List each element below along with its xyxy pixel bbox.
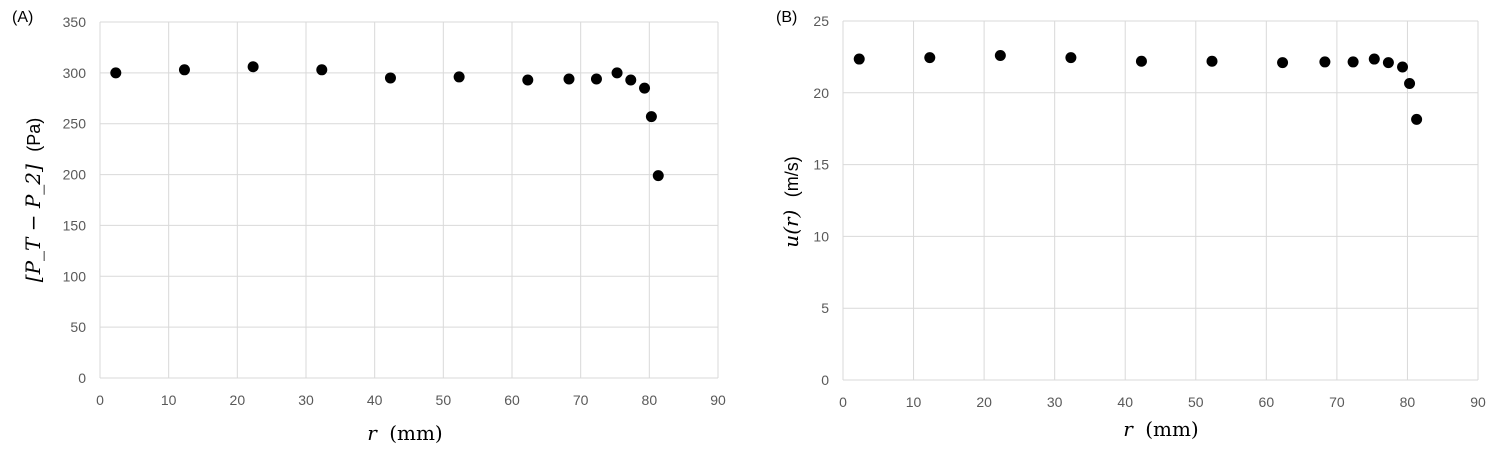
panel-b-data-point xyxy=(1347,56,1359,68)
panel-a-y-label: [P_T − P_2] xyxy=(21,164,45,282)
panel-a-x-tick-label: 60 xyxy=(504,392,520,408)
panel-b-data-point xyxy=(1404,77,1416,89)
panel-a-grid xyxy=(99,21,719,379)
panel-b-label: (B) xyxy=(776,9,797,26)
panel-a: 0 10 20 30 40 50 60 70 80 90 0 50 100 150 200 250 300 350… xyxy=(12,9,726,445)
panel-a-data-point xyxy=(522,74,534,86)
panel-a-y-tick-label: 0 xyxy=(78,370,86,386)
panel-a-data-point xyxy=(247,61,259,73)
panel-b-data-point xyxy=(924,52,936,64)
panel-b-data-point xyxy=(1135,55,1147,67)
panel-b-x-tick-label: 40 xyxy=(1117,394,1133,410)
panel-a-data-point xyxy=(110,67,122,79)
panel-b-x-tick-label: 20 xyxy=(976,394,992,410)
panel-b-x-tick-label: 50 xyxy=(1188,394,1204,410)
panel-a-label: (A) xyxy=(12,9,33,26)
panel-a-data-point xyxy=(611,67,623,79)
panel-b-data-point xyxy=(1397,61,1409,73)
panel-a-data-point xyxy=(178,64,190,76)
panel-b-y-tick-label: 10 xyxy=(813,228,829,244)
panel-b-x-tick-label: 80 xyxy=(1400,394,1416,410)
panel-b-y-tick-label: 5 xyxy=(821,300,829,316)
panel-a-x-tick-label: 90 xyxy=(710,392,726,408)
panel-a-x-tick-label: 40 xyxy=(367,392,383,408)
panel-a-data-point xyxy=(645,111,657,123)
panel-a-x-tick-label: 10 xyxy=(161,392,177,408)
panel-a-y-axis-title: [P_T − P_2] (Pa) xyxy=(21,118,45,282)
panel-a-points xyxy=(110,61,664,182)
panel-a-x-tick-label: 0 xyxy=(96,392,104,408)
panel-b: 0 10 20 30 40 50 60 70 80 90 0 5 10 15 20 25 (B) r (mm)… xyxy=(776,9,1486,441)
panel-b-y-tick-label: 15 xyxy=(813,157,829,173)
panel-a-data-point xyxy=(563,73,575,85)
panel-b-x-axis-title: r (mm) xyxy=(1123,417,1198,441)
panel-b-y-tick-label: 0 xyxy=(821,372,829,388)
panel-a-x-unit: (mm) xyxy=(389,421,443,445)
panel-a-data-point xyxy=(384,72,396,84)
panel-a-x-tick-label: 20 xyxy=(230,392,246,408)
panel-b-x-tick-label: 70 xyxy=(1329,394,1345,410)
panel-a-x-tick-label: 70 xyxy=(573,392,589,408)
panel-b-y-var: u(r) xyxy=(779,210,803,248)
panel-b-x-tick-label: 30 xyxy=(1047,394,1063,410)
panel-b-x-tick-label: 10 xyxy=(906,394,922,410)
panel-b-ticks: 0 10 20 30 40 50 60 70 80 90 0 5 10 15 20 25 xyxy=(813,13,1486,410)
panel-a-data-point xyxy=(590,73,602,85)
panel-b-data-point xyxy=(1411,113,1423,125)
panel-a-y-tick-label: 100 xyxy=(63,268,87,284)
panel-a-y-tick-label: 200 xyxy=(63,167,87,183)
panel-a-y-unit: (Pa) xyxy=(24,118,44,152)
panel-b-data-point xyxy=(1206,55,1218,67)
panel-b-points xyxy=(853,49,1423,125)
panel-b-x-tick-label: 60 xyxy=(1259,394,1275,410)
panel-a-y-tick-label: 150 xyxy=(63,217,87,233)
panel-b-data-point xyxy=(1368,53,1380,65)
panel-b-y-tick-label: 20 xyxy=(813,85,829,101)
panel-b-data-point xyxy=(1382,57,1394,69)
panel-a-data-point xyxy=(453,71,465,83)
panel-b-y-unit: (m/s) xyxy=(782,156,802,197)
panel-a-y-tick-label: 350 xyxy=(63,14,87,30)
panel-b-data-point xyxy=(853,53,865,65)
panel-b-y-axis-title: u(r) (m/s) xyxy=(779,156,803,247)
panel-b-x-tick-label: 90 xyxy=(1470,394,1486,410)
panel-b-x-unit: (mm) xyxy=(1145,417,1199,441)
panel-a-x-tick-label: 30 xyxy=(298,392,314,408)
panel-b-data-point xyxy=(1319,56,1331,68)
panel-b-x-tick-label: 0 xyxy=(839,394,847,410)
panel-b-y-tick-label: 25 xyxy=(813,13,829,29)
panel-b-data-point xyxy=(1277,57,1289,69)
panel-a-data-point xyxy=(316,64,328,76)
panel-a-y-tick-label: 250 xyxy=(63,116,87,132)
panel-b-data-point xyxy=(994,49,1006,61)
panel-a-x-tick-label: 50 xyxy=(436,392,452,408)
panel-a-x-axis-title: r (mm) xyxy=(367,421,442,445)
panel-b-data-point xyxy=(1065,52,1077,64)
panel-a-data-point xyxy=(639,82,651,94)
panel-b-x-var: r xyxy=(1123,417,1134,441)
panel-a-x-tick-label: 80 xyxy=(642,392,658,408)
panel-a-x-var: r xyxy=(367,421,378,445)
panel-a-y-tick-label: 50 xyxy=(70,319,86,335)
panel-b-grid xyxy=(842,20,1479,381)
panel-a-data-point xyxy=(625,74,637,86)
panel-a-y-tick-label: 300 xyxy=(63,65,87,81)
panel-a-data-point xyxy=(652,170,664,182)
panel-a-ticks: 0 10 20 30 40 50 60 70 80 90 0 50 100 150 200 250 300 350 xyxy=(63,14,726,408)
